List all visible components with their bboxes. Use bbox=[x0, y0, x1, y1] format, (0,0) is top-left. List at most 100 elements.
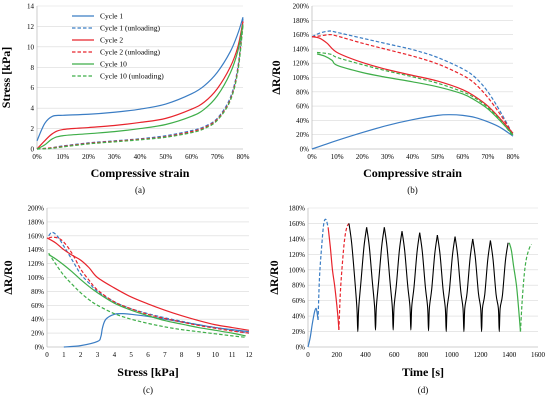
y-tick-label: 0% bbox=[296, 344, 306, 352]
x-tick-label: 60% bbox=[456, 153, 469, 161]
x-tick-label: 9 bbox=[197, 351, 201, 359]
y-axis-label: ΔR/R0 bbox=[269, 60, 283, 94]
y-tick-label: 20% bbox=[31, 330, 44, 338]
y-tick-label: 60% bbox=[296, 103, 309, 111]
y-tick-label: 60% bbox=[31, 302, 44, 310]
y-axis-label: Stress [kPa] bbox=[0, 47, 13, 108]
series-line-1 bbox=[311, 114, 514, 150]
series-line-3 bbox=[311, 36, 514, 134]
series-line-5 bbox=[48, 254, 246, 337]
cycle-line-3 bbox=[383, 227, 403, 331]
y-tick-label: 0 bbox=[31, 146, 35, 154]
chart-panel-c: 0% 20% 40% 60% 80% 100% 120% 140% 160% 180% 200% 0 1… bbox=[1, 205, 253, 396]
x-tick-label: 0% bbox=[307, 153, 317, 161]
series-line-2 bbox=[317, 218, 329, 320]
x-tick-label: 200 bbox=[332, 351, 343, 359]
x-tick-label: 0 bbox=[45, 351, 49, 359]
x-tick-label: 1600 bbox=[531, 351, 546, 359]
y-tick-label: 100% bbox=[293, 74, 310, 82]
x-tick-label: 2 bbox=[79, 351, 83, 359]
x-tick-label: 1 bbox=[62, 351, 66, 359]
cycle-line-1 bbox=[348, 223, 368, 333]
x-axis-label: Compressive strain bbox=[91, 166, 190, 180]
y-tick-label: 100% bbox=[28, 274, 45, 282]
cycle-line-8 bbox=[472, 238, 491, 333]
y-tick-label: 80% bbox=[296, 88, 309, 96]
y-tick-label: 160% bbox=[289, 220, 306, 228]
x-tick-label: 10 bbox=[212, 351, 220, 359]
legend-label: Cycle 10 bbox=[100, 60, 127, 69]
x-axis-label: Compressive strain bbox=[363, 166, 462, 180]
x-tick-label: 11 bbox=[229, 351, 236, 359]
x-tick-label: 8 bbox=[180, 351, 184, 359]
panel-caption: (c) bbox=[143, 385, 153, 395]
series-line-1 bbox=[63, 313, 250, 348]
cycle-line-4 bbox=[401, 231, 421, 331]
y-tick-label: 180% bbox=[28, 218, 45, 226]
y-tick-label: 160% bbox=[28, 232, 45, 240]
series-line-5 bbox=[508, 242, 522, 332]
y-tick-label: 180% bbox=[293, 17, 310, 25]
x-tick-label: 20% bbox=[356, 153, 369, 161]
series-line-4 bbox=[338, 223, 350, 331]
x-tick-label: 50% bbox=[431, 153, 444, 161]
y-tick-label: 4 bbox=[31, 105, 35, 113]
y-tick-label: 60% bbox=[292, 297, 305, 305]
x-tick-label: 0 bbox=[306, 351, 310, 359]
y-tick-label: 14 bbox=[27, 3, 35, 11]
series-line-5 bbox=[36, 24, 244, 150]
x-tick-label: 30% bbox=[108, 153, 121, 161]
x-tick-label: 800 bbox=[418, 351, 429, 359]
cycle-line-6 bbox=[436, 234, 456, 333]
y-tick-label: 80% bbox=[292, 282, 305, 290]
y-tick-label: 180% bbox=[289, 205, 306, 213]
panel-caption: (a) bbox=[135, 185, 145, 195]
y-tick-label: 140% bbox=[293, 45, 310, 53]
x-tick-label: 6 bbox=[146, 351, 150, 359]
y-tick-label: 200% bbox=[293, 3, 310, 11]
x-tick-label: 40% bbox=[406, 153, 419, 161]
x-tick-label: 80% bbox=[507, 153, 520, 161]
legend-label: Cycle 2 (unloading) bbox=[100, 48, 160, 57]
x-tick-label: 0% bbox=[32, 153, 42, 161]
y-tick-label: 20% bbox=[292, 328, 305, 336]
series-line-1 bbox=[307, 307, 319, 348]
series-line-4 bbox=[48, 236, 250, 334]
series-line-2 bbox=[311, 30, 514, 135]
panel-caption: (b) bbox=[407, 185, 418, 195]
legend-label: Cycle 2 bbox=[100, 36, 123, 45]
legend-panel-a: Cycle 1 Cycle 1 (unloading) Cycle 2 Cycle 2… bbox=[72, 12, 164, 81]
y-tick-label: 120% bbox=[289, 251, 306, 259]
x-tick-label: 70% bbox=[211, 153, 224, 161]
y-tick-label: 120% bbox=[28, 260, 45, 268]
x-tick-label: 1000 bbox=[445, 351, 460, 359]
cycle-line-2 bbox=[366, 227, 385, 331]
y-tick-label: 0% bbox=[35, 344, 45, 352]
x-tick-label: 10% bbox=[56, 153, 69, 161]
y-tick-label: 6 bbox=[31, 84, 35, 92]
y-tick-label: 140% bbox=[28, 246, 45, 254]
y-tick-label: 2 bbox=[31, 125, 35, 133]
legend-label: Cycle 1 (unloading) bbox=[100, 24, 160, 33]
series-line-2 bbox=[48, 231, 250, 334]
series-line-3 bbox=[46, 237, 250, 331]
x-tick-label: 400 bbox=[360, 351, 371, 359]
series-line-6 bbox=[316, 51, 514, 137]
y-tick-label: 120% bbox=[293, 60, 310, 68]
legend-label: Cycle 10 (unloading) bbox=[100, 72, 164, 81]
y-tick-label: 40% bbox=[292, 313, 305, 321]
series-line-6 bbox=[36, 25, 244, 150]
x-tick-label: 3 bbox=[96, 351, 100, 359]
series-line-3 bbox=[36, 21, 244, 150]
x-tick-label: 20% bbox=[82, 153, 95, 161]
y-tick-label: 12 bbox=[27, 23, 35, 31]
series-line-6 bbox=[48, 252, 246, 338]
x-tick-label: 1200 bbox=[474, 351, 489, 359]
cycle-line-7 bbox=[454, 236, 474, 333]
x-tick-label: 600 bbox=[389, 351, 400, 359]
y-axis-label: ΔR/R0 bbox=[267, 260, 281, 294]
y-axis-label: ΔR/R0 bbox=[1, 260, 15, 294]
y-tick-label: 140% bbox=[289, 235, 306, 243]
y-tick-label: 160% bbox=[293, 31, 310, 39]
